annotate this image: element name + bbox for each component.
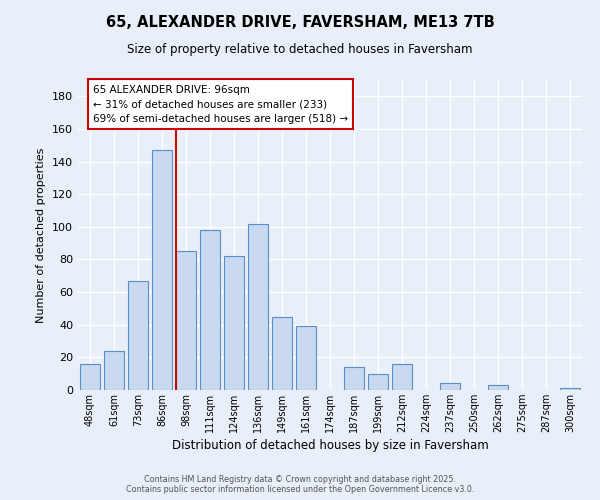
Bar [104, 351, 124, 390]
Bar [224, 256, 244, 390]
Bar [272, 316, 292, 390]
Text: Contains HM Land Registry data © Crown copyright and database right 2025.: Contains HM Land Registry data © Crown c… [144, 475, 456, 484]
Bar [200, 230, 220, 390]
Bar [344, 367, 364, 390]
Bar [248, 224, 268, 390]
Bar [296, 326, 316, 390]
Bar [176, 252, 196, 390]
Text: 65 ALEXANDER DRIVE: 96sqm
← 31% of detached houses are smaller (233)
69% of semi: 65 ALEXANDER DRIVE: 96sqm ← 31% of detac… [93, 84, 348, 124]
Bar [128, 280, 148, 390]
Bar [368, 374, 388, 390]
Y-axis label: Number of detached properties: Number of detached properties [37, 148, 46, 322]
Bar [152, 150, 172, 390]
Text: Contains public sector information licensed under the Open Government Licence v3: Contains public sector information licen… [126, 485, 474, 494]
Bar [560, 388, 580, 390]
X-axis label: Distribution of detached houses by size in Faversham: Distribution of detached houses by size … [172, 439, 488, 452]
Bar [488, 385, 508, 390]
Bar [80, 364, 100, 390]
Text: Size of property relative to detached houses in Faversham: Size of property relative to detached ho… [127, 42, 473, 56]
Text: 65, ALEXANDER DRIVE, FAVERSHAM, ME13 7TB: 65, ALEXANDER DRIVE, FAVERSHAM, ME13 7TB [106, 15, 494, 30]
Bar [440, 384, 460, 390]
Bar [392, 364, 412, 390]
